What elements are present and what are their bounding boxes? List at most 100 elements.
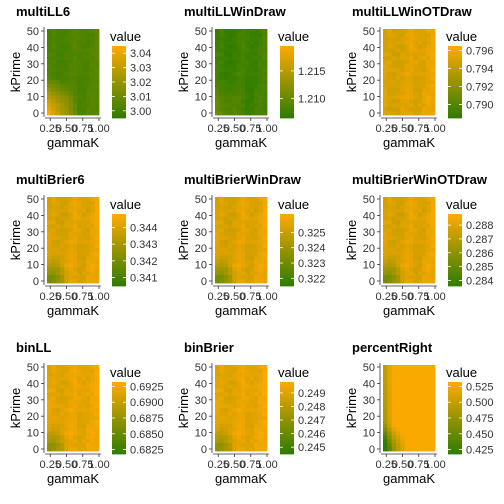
- heatmap-cell: [77, 267, 83, 272]
- heatmap-cell: [60, 251, 65, 257]
- heatmap-cell: [409, 87, 414, 92]
- panel-multiBrier6: multiBrier6010203040500.250.500.751.00ga…: [8, 172, 158, 318]
- heatmap-cell: [81, 99, 87, 104]
- heatmap-cell: [68, 68, 74, 73]
- heatmap-cell: [232, 91, 238, 96]
- heatmap-cell: [409, 439, 414, 444]
- heatmap-cell: [223, 107, 229, 112]
- heatmap-cell: [223, 415, 229, 421]
- heatmap-cell: [236, 75, 242, 81]
- heatmap-cell: [249, 232, 255, 237]
- legend-gradient-step: [112, 430, 126, 433]
- heatmap-cell: [254, 29, 259, 34]
- heatmap-cell: [396, 447, 401, 452]
- heatmap-cell: [258, 388, 264, 393]
- heatmap-cell: [422, 228, 427, 233]
- heatmap-cell: [228, 103, 233, 108]
- heatmap-cell: [232, 431, 238, 436]
- heatmap-cell: [417, 32, 423, 38]
- heatmap-cell: [77, 404, 83, 409]
- heatmap-cell: [47, 228, 52, 233]
- legend-tick-label: 0.500: [466, 397, 494, 409]
- legend-gradient-step: [280, 50, 294, 54]
- heatmap-cell: [254, 72, 259, 77]
- heatmap-cell: [413, 91, 419, 96]
- heatmap-cell: [413, 447, 419, 452]
- heatmap-cell: [383, 91, 388, 96]
- heatmap-cell: [215, 224, 220, 229]
- heatmap-cell: [245, 275, 251, 280]
- heatmap-cell: [426, 91, 432, 96]
- heatmap-cell: [223, 99, 229, 104]
- heatmap-cell: [404, 220, 410, 225]
- heatmap-cell: [90, 392, 96, 397]
- heatmap-cell: [417, 99, 423, 104]
- heatmap-cell: [219, 32, 225, 38]
- heatmap-cell: [94, 443, 100, 448]
- legend-tick-label: 1.215: [298, 66, 326, 78]
- heatmap-cell: [241, 365, 246, 370]
- heatmap-cell: [409, 380, 414, 385]
- heatmap-cell: [51, 243, 57, 249]
- heatmap-cell: [254, 103, 259, 108]
- heatmap-cell: [409, 408, 414, 413]
- heatmap-cell: [223, 216, 229, 221]
- legend-gradient-step: [280, 437, 294, 440]
- heatmap-cell: [249, 384, 255, 389]
- legend-gradient-step: [112, 245, 126, 248]
- heatmap-cell: [400, 388, 406, 393]
- heatmap-cell: [215, 439, 220, 444]
- heatmap-cell: [409, 232, 414, 237]
- heatmap-cell: [254, 415, 259, 421]
- heatmap-cell: [51, 365, 57, 370]
- heatmap-cell: [387, 79, 393, 85]
- heatmap-cell: [241, 443, 246, 448]
- heatmap-cell: [422, 392, 427, 397]
- legend-title: value: [446, 29, 477, 44]
- heatmap-cell: [219, 197, 225, 202]
- x-tick-label: 0.75: [408, 459, 429, 471]
- legend-gradient-step: [280, 62, 294, 66]
- heatmap-cell: [400, 427, 406, 432]
- heatmap-cell: [426, 388, 432, 393]
- heatmap-cell: [422, 368, 427, 374]
- heatmap-cell: [64, 365, 70, 370]
- heatmap-cell: [417, 380, 423, 385]
- heatmap-cell: [413, 419, 419, 425]
- heatmap-cell: [232, 220, 238, 225]
- heatmap-cell: [68, 83, 74, 89]
- heatmap-cell: [262, 419, 268, 425]
- heatmap-cell: [430, 243, 436, 249]
- heatmap-cell: [262, 380, 268, 385]
- legend-gradient-step: [448, 257, 462, 260]
- heatmap-cell: [228, 232, 233, 237]
- heatmap-cell: [241, 103, 246, 108]
- heatmap-cell: [409, 400, 414, 405]
- heatmap-cell: [426, 411, 432, 417]
- heatmap-cell: [391, 435, 397, 440]
- heatmap-cell: [68, 111, 74, 116]
- heatmap-cell: [77, 365, 83, 370]
- heatmap-cell: [86, 44, 91, 49]
- heatmap-cell: [232, 99, 238, 104]
- heatmap-cell: [396, 68, 401, 73]
- heatmap-cell: [254, 208, 259, 214]
- heatmap-cell: [426, 72, 432, 77]
- heatmap-cell: [60, 411, 65, 417]
- heatmap-cell: [64, 197, 70, 202]
- heatmap-cell: [64, 251, 70, 257]
- heatmap-cell: [228, 40, 233, 46]
- heatmap-cell: [86, 404, 91, 409]
- heatmap-cell: [223, 60, 229, 65]
- heatmap-cell: [73, 247, 78, 253]
- heatmap-cell: [400, 36, 406, 42]
- heatmap-cell: [215, 212, 220, 217]
- heatmap-cell: [249, 415, 255, 421]
- heatmap-cell: [396, 376, 401, 382]
- heatmap-cell: [236, 103, 242, 108]
- heatmap-cell: [430, 72, 436, 77]
- heatmap-cell: [262, 372, 268, 378]
- heatmap-cell: [404, 368, 410, 374]
- heatmap-cell: [81, 443, 87, 448]
- legend-gradient-step: [280, 386, 294, 390]
